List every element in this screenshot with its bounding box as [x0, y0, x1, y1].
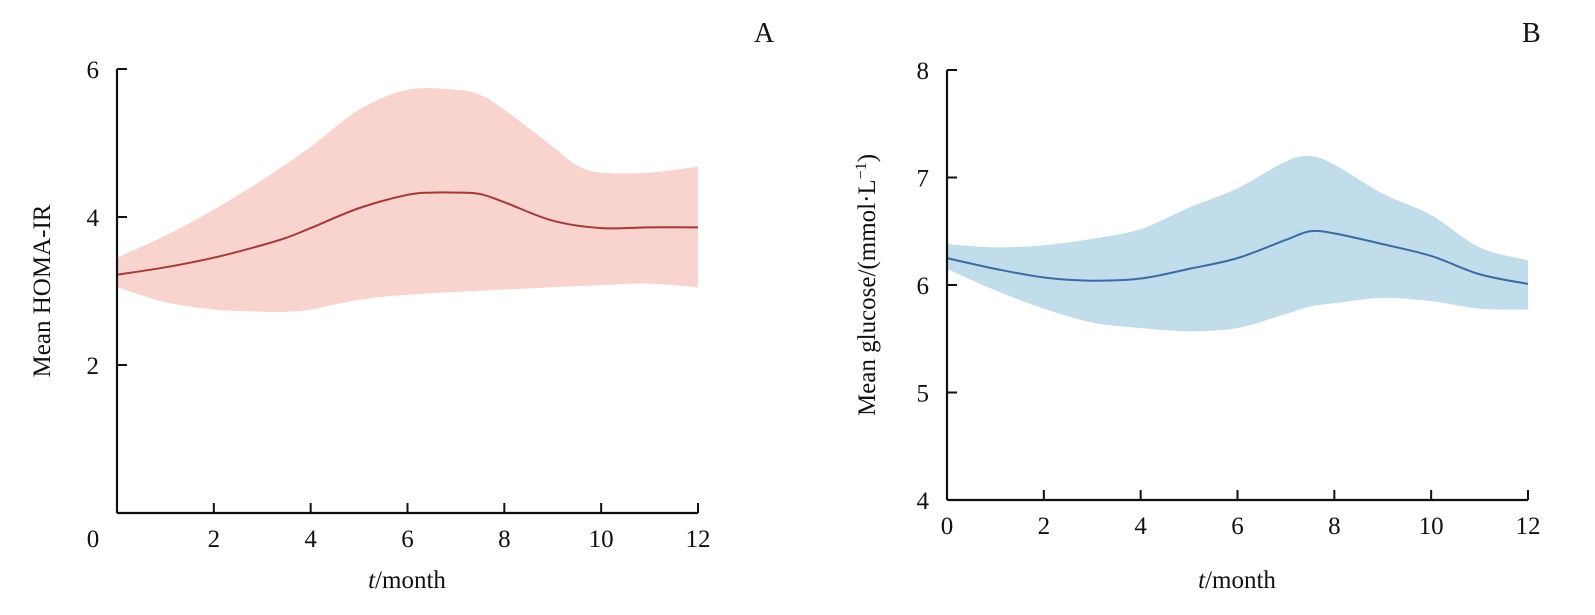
y-tick-label-a: 2: [87, 353, 100, 380]
mean-line-a: [116, 191, 699, 276]
x-axis-label-a: t/month: [368, 567, 446, 594]
x-tick-label-a: 0: [87, 526, 100, 553]
y-tick-label-b: 4: [917, 488, 930, 515]
y-tick-label-b: 5: [917, 381, 930, 408]
x-tick-label-b: 8: [1328, 513, 1341, 540]
y-axis-label-b-main: Mean glucose/(mmol·L: [854, 179, 881, 416]
panel-label-b: B: [1522, 18, 1541, 49]
x-axis-label-b: t/month: [1198, 567, 1276, 594]
y-tick-label-a: 4: [87, 205, 100, 232]
x-tick-label-b: 12: [1516, 513, 1541, 540]
x-tick-label-b: 2: [1038, 513, 1051, 540]
x-axis-label-b-unit: /month: [1205, 567, 1276, 594]
y-tick-label-a: 6: [87, 57, 100, 84]
y-tick-label-b: 6: [917, 273, 930, 300]
x-tick-label-a: 10: [589, 526, 614, 553]
y-axis-label-a: Mean HOMA-IR: [29, 204, 56, 377]
y-tick-label-b: 7: [917, 166, 930, 193]
x-tick-label-b: 4: [1134, 513, 1147, 540]
x-tick-label-b: 0: [941, 513, 954, 540]
y-axis-label-b: Mean glucose/(mmol·L−1): [853, 154, 881, 416]
x-tick-label-b: 10: [1419, 513, 1444, 540]
x-tick-label-a: 12: [686, 526, 711, 553]
x-tick-label-a: 2: [208, 526, 221, 553]
panel-label-a: A: [754, 18, 775, 49]
panel-a-homa-ir: A Mean HOMA-IR t/month 2 4 6 0 2 4 6 8 10 12: [29, 18, 775, 594]
x-tick-label-a: 4: [304, 526, 317, 553]
x-axis-label-a-var: t: [368, 567, 376, 594]
x-axis-label-a-unit: /month: [375, 567, 446, 594]
x-axis-label-b-var: t: [1198, 567, 1206, 594]
y-axis-label-b-sup: −1: [853, 162, 870, 179]
panel-b-glucose: B Mean glucose/(mmol·L−1) t/month 4 5 6 7 8 0…: [853, 18, 1541, 594]
confidence-band-a: [117, 88, 698, 312]
x-tick-label-a: 8: [498, 526, 511, 553]
confidence-band-b: [947, 155, 1528, 332]
mean-line-b: [946, 229, 1529, 285]
y-tick-label-b: 8: [917, 58, 930, 85]
y-axis-label-b-end: ): [854, 154, 881, 162]
x-tick-label-b: 6: [1231, 513, 1244, 540]
x-tick-label-a: 6: [401, 526, 414, 553]
